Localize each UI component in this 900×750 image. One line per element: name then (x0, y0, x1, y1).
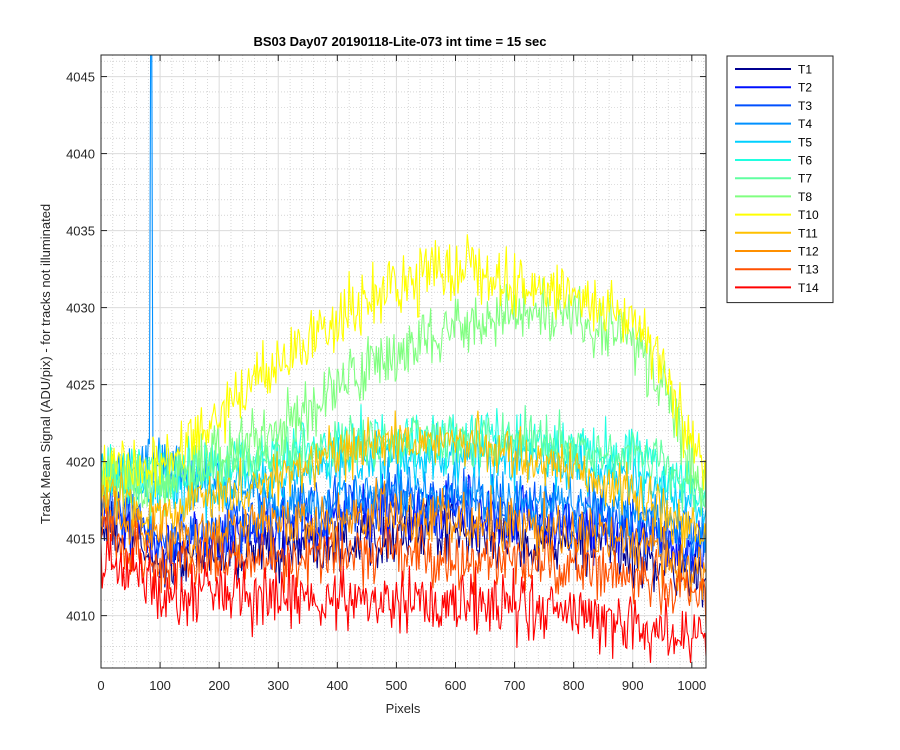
series-line-t7 (101, 405, 706, 513)
x-tick-label: 100 (149, 678, 171, 693)
legend-label-t3: T3 (798, 99, 812, 113)
series-group (101, 55, 706, 663)
legend-label-t4: T4 (798, 117, 812, 131)
y-tick-label: 4045 (66, 70, 95, 85)
x-tick-label: 900 (622, 678, 644, 693)
x-tick-label: 700 (504, 678, 526, 693)
x-tick-label: 500 (386, 678, 408, 693)
legend-label-t13: T13 (798, 263, 819, 277)
y-axis-label: Track Mean Signal (ADU/pix) - for tracks… (38, 204, 53, 524)
x-axis-label: Pixels (386, 701, 421, 716)
series-line-t10 (101, 234, 706, 498)
series-line-t12 (101, 477, 706, 603)
legend-label-t7: T7 (798, 172, 812, 186)
y-tick-label: 4035 (66, 224, 95, 239)
legend-label-t11: T11 (798, 226, 818, 240)
y-tick-label: 4040 (66, 147, 95, 162)
x-tick-label: 400 (326, 678, 348, 693)
y-tick-label: 4025 (66, 378, 95, 393)
legend-label-t12: T12 (798, 245, 819, 259)
series-line-t13 (101, 507, 706, 630)
y-tick-label: 4015 (66, 532, 95, 547)
x-tick-label: 600 (445, 678, 467, 693)
legend-label-t6: T6 (798, 154, 812, 168)
plot-area (101, 55, 706, 663)
y-tick-label: 4010 (66, 609, 95, 624)
axes-box (100, 54, 707, 669)
legend-box (726, 55, 834, 304)
x-tick-label: 1000 (677, 678, 706, 693)
y-tick-label: 4030 (66, 301, 95, 316)
legend-label-t1: T1 (798, 63, 812, 77)
legend-label-t8: T8 (798, 190, 812, 204)
legend-label-t2: T2 (798, 81, 812, 95)
x-tick-label: 800 (563, 678, 585, 693)
grid (100, 55, 706, 668)
legend-label-t10: T10 (798, 208, 819, 222)
legend-label-t14: T14 (798, 281, 819, 295)
legend-label-t5: T5 (798, 135, 812, 149)
y-tick-label: 4020 (66, 455, 95, 470)
series-line-t11 (101, 410, 706, 554)
axis-ticks: 0 100 200 300 400 500 600 700 800 900 1000 4010 4015… (66, 55, 706, 693)
chart-title: BS03 Day07 20190118-Lite-073 int time = … (253, 34, 546, 49)
x-tick-label: 200 (208, 678, 230, 693)
series-line-t3 (101, 468, 706, 571)
x-tick-label: 0 (97, 678, 104, 693)
series-line-t14 (101, 533, 706, 663)
series-line-t8 (101, 278, 706, 525)
legend: T1 T2 T3 T4 T5 T6 T7 T8 T10 T11 T12 T13 T14 (726, 55, 834, 304)
x-tick-label: 300 (267, 678, 289, 693)
